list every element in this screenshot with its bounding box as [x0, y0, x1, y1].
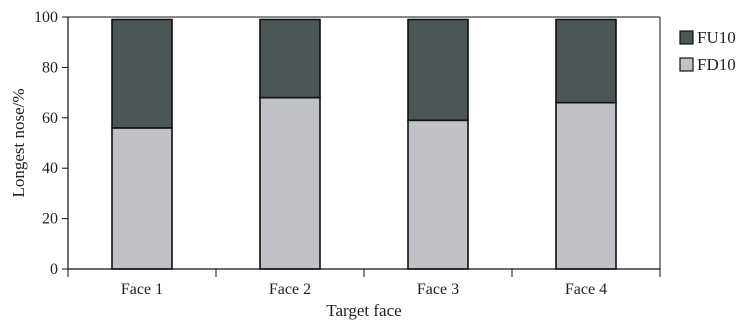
y-tick-label: 40	[42, 160, 58, 177]
legend-label-fd10: FD10	[697, 55, 736, 74]
y-tick-label: 0	[50, 261, 58, 278]
bar-fd10-4	[555, 101, 617, 270]
bar-fd10-2	[259, 96, 321, 270]
bars-group	[111, 18, 617, 270]
legend: FU10 FD10	[679, 28, 736, 74]
bar-fd10-3	[407, 119, 469, 270]
y-tick-label: 100	[34, 9, 58, 26]
bar-fu10-2	[259, 18, 321, 99]
bar-fu10-3	[407, 18, 469, 122]
x-tick-label: Face 3	[417, 281, 459, 298]
legend-swatch-fd10	[679, 57, 694, 72]
x-tick-label: Face 4	[565, 281, 607, 298]
y-tick-label: 60	[42, 110, 58, 127]
x-axis-label: Target face	[326, 301, 401, 320]
bar-fd10-1	[111, 127, 173, 270]
bar-fu10-4	[555, 18, 617, 104]
y-tick-label: 20	[42, 211, 58, 228]
legend-label-fu10: FU10	[697, 28, 736, 47]
bar-fu10-1	[111, 18, 173, 129]
y-axis-label: Longest nose/%	[9, 88, 28, 197]
axes-group: Face 1 Face 2 Face 3 Face 4 0 20 40 60 80 100	[34, 9, 661, 298]
legend-swatch-fu10	[679, 30, 694, 45]
x-tick-label: Face 1	[121, 281, 163, 298]
x-tick-label: Face 2	[269, 281, 311, 298]
y-tick-label: 80	[42, 59, 58, 76]
